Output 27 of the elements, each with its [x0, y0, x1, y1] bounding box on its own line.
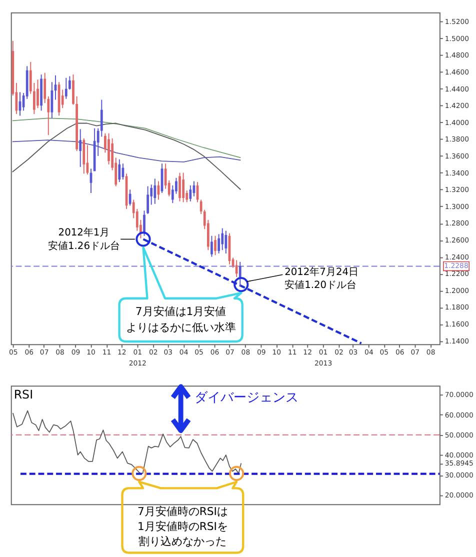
annotation: 2012年7月24日安値1.20ドル台 — [284, 266, 359, 292]
line-series — [12, 140, 242, 162]
candlestick — [72, 74, 74, 106]
candlestick — [36, 79, 39, 109]
annotation: 7月安値は1月安値よりはるかに低い水準 — [126, 305, 236, 334]
candlestick — [210, 235, 213, 258]
candlestick — [118, 158, 121, 183]
annotation: ダイバージェンス — [194, 390, 299, 406]
candlestick — [224, 230, 228, 254]
candlestick — [79, 128, 82, 168]
chart-title: RSI — [14, 388, 34, 402]
candlestick — [221, 228, 224, 251]
candlestick — [189, 184, 192, 202]
line-series — [12, 410, 242, 474]
candlestick — [178, 172, 181, 202]
candlestick — [182, 172, 184, 203]
candlestick — [108, 132, 110, 165]
line-series — [12, 122, 242, 190]
candlestick — [214, 235, 216, 256]
candlestick — [218, 234, 220, 254]
candlestick — [235, 260, 238, 278]
candlestick — [238, 261, 242, 287]
annotation: 2012年1月安値1.26ドル台 — [48, 226, 120, 252]
candlestick — [64, 77, 68, 100]
line-series — [12, 118, 242, 158]
candlestick — [154, 178, 156, 204]
text: 7月安値時のRSIは1月安値時のRSIを割り込めなかった — [137, 505, 228, 548]
